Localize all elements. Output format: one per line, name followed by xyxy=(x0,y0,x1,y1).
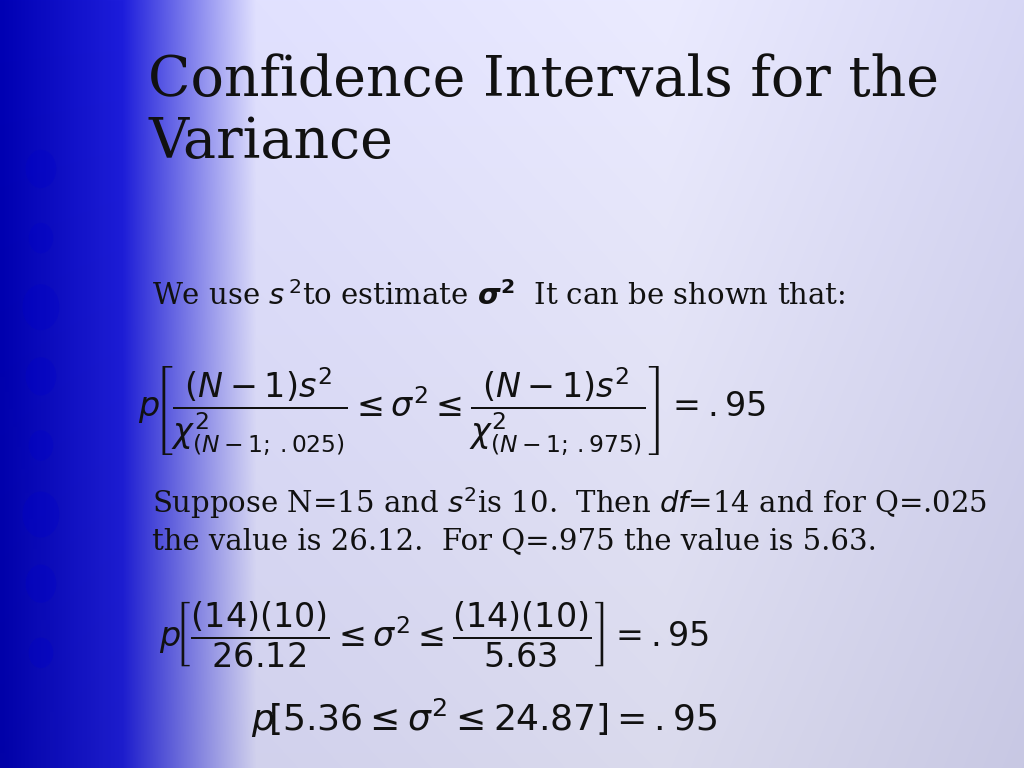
Ellipse shape xyxy=(26,357,56,396)
Text: We use $s^{\,2}$to estimate $\boldsymbol{\sigma}^{\mathbf{2}}$  It can be shown : We use $s^{\,2}$to estimate $\boldsymbol… xyxy=(152,281,845,310)
Text: Suppose N=15 and $s^{2}$is 10.  Then $\mathit{df}$=14 and for Q=.025: Suppose N=15 and $s^{2}$is 10. Then $\ma… xyxy=(152,485,987,521)
Ellipse shape xyxy=(29,637,53,668)
Text: $p\!\left[\dfrac{(14)(10)}{26.12} \leq \sigma^{2} \leq \dfrac{(14)(10)}{5.63}\ri: $p\!\left[\dfrac{(14)(10)}{26.12} \leq \… xyxy=(159,598,709,669)
Ellipse shape xyxy=(23,492,59,538)
Text: Confidence Intervals for the
Variance: Confidence Intervals for the Variance xyxy=(148,54,939,170)
Ellipse shape xyxy=(29,223,53,253)
Text: $p\!\left[\dfrac{(N-1)s^{2}}{\chi^{2}_{(N-1;\,.025)}} \leq \sigma^{2} \leq \dfra: $p\!\left[\dfrac{(N-1)s^{2}}{\chi^{2}_{(… xyxy=(138,364,766,458)
Ellipse shape xyxy=(26,564,56,603)
Text: $p\!\left[5.36 \leq \sigma^{2} \leq 24.87\right] = .95$: $p\!\left[5.36 \leq \sigma^{2} \leq 24.8… xyxy=(251,697,717,740)
Ellipse shape xyxy=(29,430,53,461)
Ellipse shape xyxy=(23,284,59,330)
Ellipse shape xyxy=(26,150,56,188)
Text: the value is 26.12.  For Q=.975 the value is 5.63.: the value is 26.12. For Q=.975 the value… xyxy=(152,528,877,555)
